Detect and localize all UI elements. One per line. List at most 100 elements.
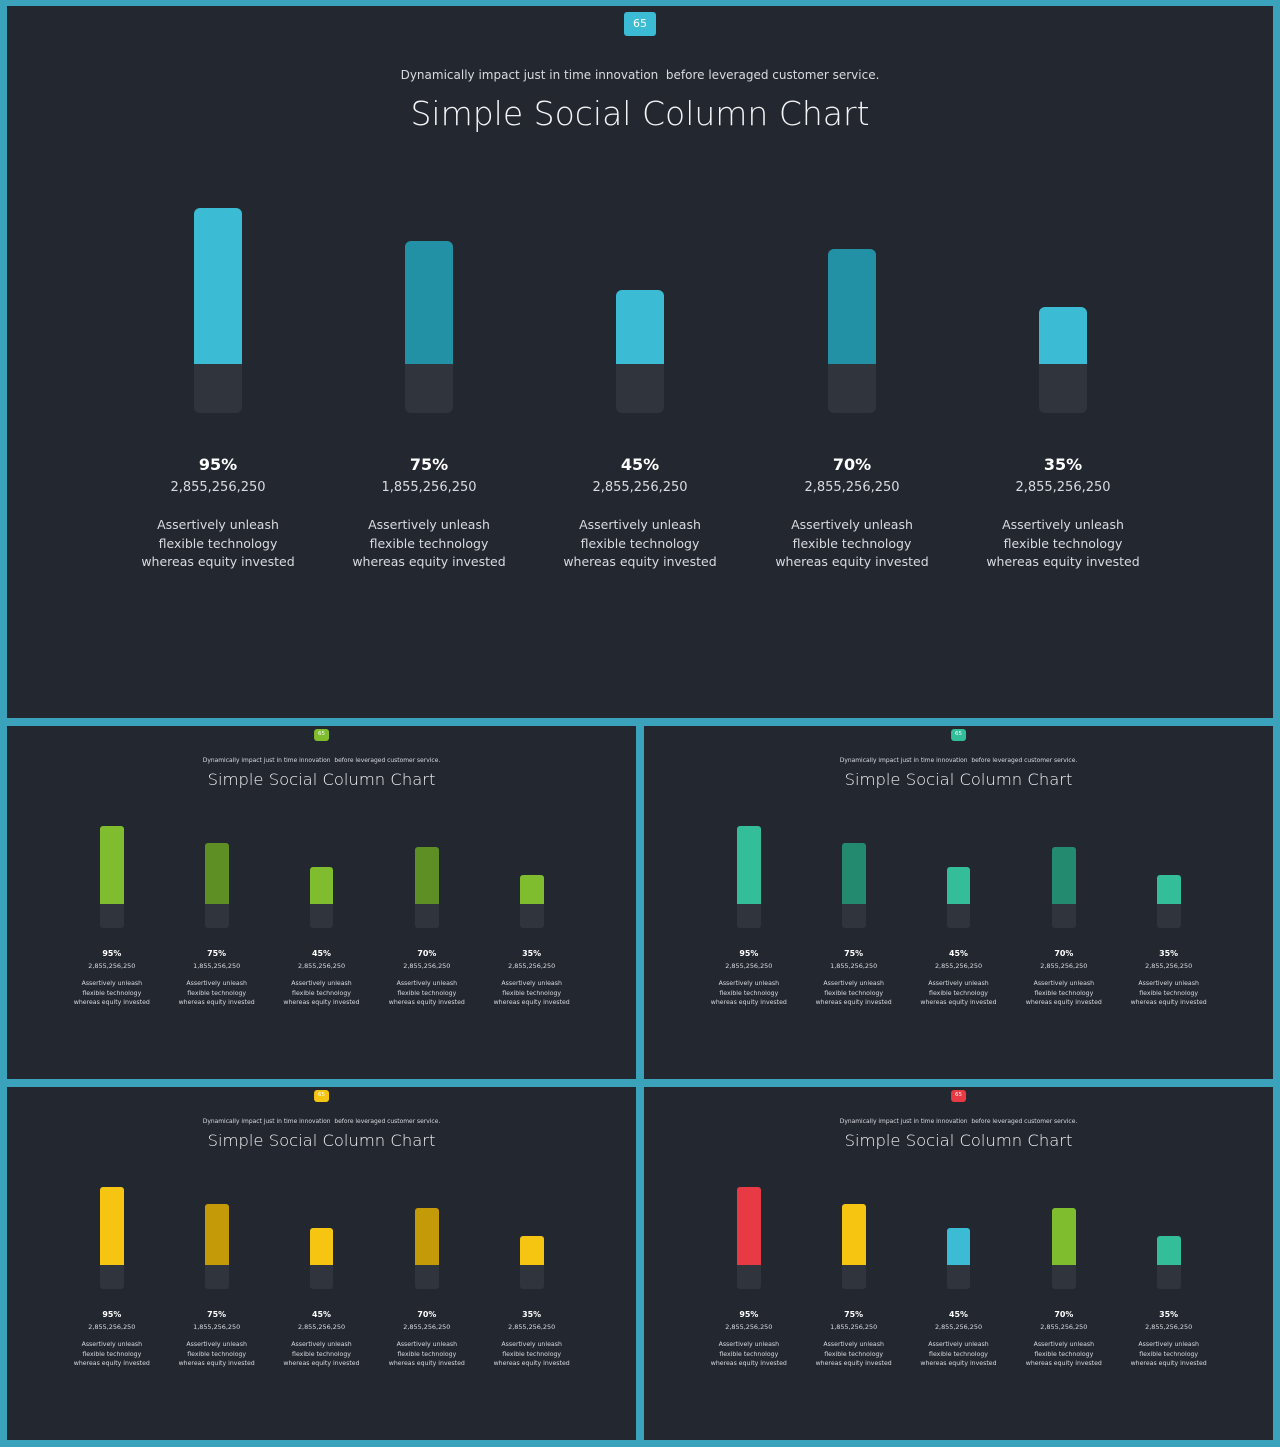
value-label: 95% bbox=[739, 949, 759, 959]
column-track bbox=[1051, 1207, 1076, 1290]
column-track bbox=[204, 842, 229, 929]
column-bar bbox=[519, 1236, 544, 1265]
amount-label: 2,855,256,250 bbox=[403, 961, 451, 970]
column-bar bbox=[309, 1228, 334, 1265]
value-label: 45% bbox=[620, 455, 660, 474]
slide-3: 65 Dynamically impact just in time innova… bbox=[644, 726, 1273, 1079]
description-text: Assertively unleash flexible technology … bbox=[178, 1341, 255, 1367]
column-3 bbox=[946, 1178, 971, 1290]
column-bar bbox=[736, 1187, 761, 1265]
column-track bbox=[519, 1236, 544, 1290]
value-label: 35% bbox=[1159, 1310, 1179, 1320]
column-track bbox=[841, 842, 866, 929]
column-1 bbox=[194, 190, 242, 413]
column-track bbox=[99, 826, 124, 929]
column-1 bbox=[736, 1178, 761, 1290]
description-text: Assertively unleash flexible technology … bbox=[283, 980, 360, 1006]
value-label: 70% bbox=[417, 949, 437, 959]
description-text: Assertively unleash flexible technology … bbox=[388, 1341, 465, 1367]
slide-subtitle: Dynamically impact just in time innovati… bbox=[839, 1117, 1078, 1125]
column-4 bbox=[1051, 817, 1076, 929]
description-text: Assertively unleash flexible technology … bbox=[920, 980, 997, 1006]
column-2 bbox=[405, 190, 453, 413]
column-track bbox=[1156, 1236, 1181, 1290]
column-track bbox=[309, 1228, 334, 1290]
column-bar bbox=[828, 249, 876, 364]
amount-label: 1,855,256,250 bbox=[381, 480, 477, 495]
description-text: Assertively unleash flexible technology … bbox=[1130, 1341, 1207, 1367]
column-bar bbox=[519, 875, 544, 904]
column-4 bbox=[414, 817, 439, 929]
description-text: Assertively unleash flexible technology … bbox=[815, 1341, 892, 1367]
column-3 bbox=[616, 190, 664, 413]
amount-label: 2,855,256,250 bbox=[403, 1322, 451, 1331]
description-text: Assertively unleash flexible technology … bbox=[283, 1341, 360, 1367]
amount-label: 2,855,256,250 bbox=[725, 1322, 773, 1331]
column-3 bbox=[309, 817, 334, 929]
column-bar bbox=[1051, 1207, 1076, 1265]
column-2 bbox=[204, 1178, 229, 1290]
column-4 bbox=[414, 1178, 439, 1290]
slide-number-badge: 65 bbox=[950, 1089, 967, 1102]
amount-label: 2,855,256,250 bbox=[934, 1322, 983, 1331]
column-5 bbox=[519, 817, 544, 929]
column-track bbox=[519, 875, 544, 929]
description-text: Assertively unleash flexible technology … bbox=[710, 1341, 787, 1367]
column-bar bbox=[1156, 1236, 1181, 1265]
column-4 bbox=[1051, 1178, 1076, 1290]
amount-label: 2,855,256,250 bbox=[88, 1322, 136, 1331]
value-label: 70% bbox=[417, 1310, 437, 1320]
column-track bbox=[828, 249, 876, 413]
column-track bbox=[414, 1207, 439, 1290]
value-label: 35% bbox=[522, 949, 542, 959]
amount-label: 2,855,256,250 bbox=[508, 961, 556, 970]
slide-subtitle: Dynamically impact just in time innovati… bbox=[400, 68, 880, 82]
slide-number-badge: 65 bbox=[624, 12, 656, 36]
column-bar bbox=[99, 826, 124, 904]
description-text: Assertively unleash flexible technology … bbox=[73, 1341, 150, 1367]
column-1 bbox=[99, 1178, 124, 1290]
value-label: 70% bbox=[1054, 949, 1074, 959]
column-bar bbox=[946, 867, 971, 904]
amount-label: 1,855,256,250 bbox=[830, 1322, 878, 1331]
column-bar bbox=[1039, 306, 1087, 364]
column-bar bbox=[1051, 846, 1076, 904]
description-text: Assertively unleash flexible technology … bbox=[493, 1341, 570, 1367]
column-track bbox=[1039, 306, 1087, 413]
column-bar bbox=[841, 1203, 866, 1265]
slide-title: Simple Social Column Chart bbox=[207, 1130, 436, 1150]
slide-subtitle: Dynamically impact just in time innovati… bbox=[202, 1117, 441, 1125]
amount-label: 2,855,256,250 bbox=[934, 961, 983, 970]
column-2 bbox=[841, 1178, 866, 1290]
column-1 bbox=[99, 817, 124, 929]
value-label: 95% bbox=[102, 949, 122, 959]
value-label: 75% bbox=[207, 949, 227, 959]
column-bar bbox=[204, 1203, 229, 1265]
description-text: Assertively unleash flexible technology … bbox=[986, 517, 1140, 569]
value-label: 45% bbox=[311, 1310, 331, 1320]
value-label: 75% bbox=[409, 455, 449, 474]
value-label: 35% bbox=[1043, 455, 1083, 474]
slide-2: 65 Dynamically impact just in time innova… bbox=[7, 726, 636, 1079]
slide-number-badge: 65 bbox=[950, 728, 967, 741]
column-track bbox=[204, 1203, 229, 1290]
column-track bbox=[309, 867, 334, 929]
description-text: Assertively unleash flexible technology … bbox=[388, 980, 465, 1006]
column-5 bbox=[519, 1178, 544, 1290]
description-text: Assertively unleash flexible technology … bbox=[1025, 1341, 1102, 1367]
column-track bbox=[946, 1228, 971, 1290]
column-track bbox=[616, 290, 664, 413]
description-text: Assertively unleash flexible technology … bbox=[141, 517, 295, 569]
description-text: Assertively unleash flexible technology … bbox=[710, 980, 787, 1006]
column-track bbox=[1156, 875, 1181, 929]
column-bar bbox=[841, 842, 866, 904]
description-text: Assertively unleash flexible technology … bbox=[352, 517, 506, 569]
column-3 bbox=[309, 1178, 334, 1290]
value-label: 45% bbox=[948, 949, 968, 959]
column-track bbox=[841, 1203, 866, 1290]
description-text: Assertively unleash flexible technology … bbox=[775, 517, 929, 569]
value-label: 75% bbox=[844, 949, 864, 959]
slide-title: Simple Social Column Chart bbox=[844, 1130, 1073, 1150]
amount-label: 1,855,256,250 bbox=[830, 961, 878, 970]
amount-label: 2,855,256,250 bbox=[1015, 480, 1111, 495]
